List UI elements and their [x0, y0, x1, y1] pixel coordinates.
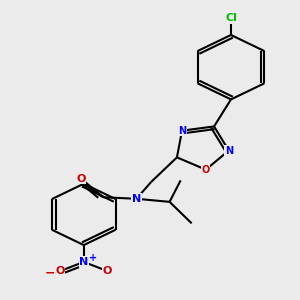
Text: Cl: Cl: [225, 13, 237, 23]
Text: N: N: [225, 146, 233, 155]
Text: O: O: [103, 266, 112, 276]
Text: +: +: [89, 253, 97, 263]
Text: N: N: [132, 194, 141, 204]
Text: N: N: [79, 257, 88, 267]
Text: O: O: [55, 266, 64, 276]
Text: N: N: [178, 126, 186, 136]
Text: O: O: [202, 165, 210, 175]
Text: O: O: [76, 174, 86, 184]
Text: −: −: [44, 266, 55, 279]
